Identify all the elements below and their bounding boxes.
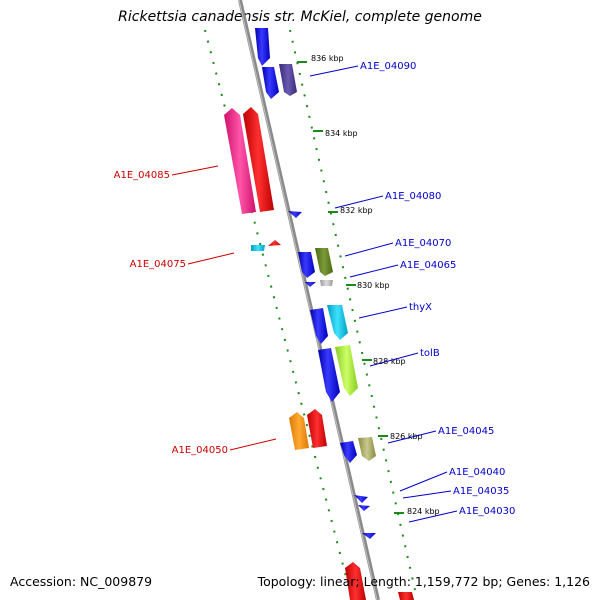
gene-arrow-forward[interactable] — [358, 505, 370, 511]
leader-line — [344, 242, 394, 257]
gene-arrow-forward[interactable] — [315, 248, 333, 276]
leader-line — [334, 195, 384, 209]
gene-arrow-forward[interactable] — [262, 67, 279, 99]
gene-arrow-reverse[interactable] — [289, 412, 309, 450]
gene-arrow-forward[interactable] — [305, 282, 316, 287]
gene-arrow-reverse[interactable] — [307, 409, 327, 448]
leader-line — [171, 165, 219, 176]
gene-arrow-forward[interactable] — [335, 345, 358, 396]
scale-label: 824 kbp — [407, 507, 440, 516]
leader-line — [349, 264, 399, 278]
leader-line — [402, 490, 452, 499]
accession-text: Accession: NC_009879 — [10, 574, 153, 589]
gene-arrow-forward[interactable] — [298, 252, 315, 278]
genome-title: Rickettsia canadensis str. McKiel, compl… — [118, 9, 482, 25]
gene-arrow-forward[interactable] — [279, 64, 297, 96]
gene-arrow-forward[interactable] — [340, 441, 357, 463]
track-boundary-right-outer — [289, 29, 416, 591]
gene-arrow-reverse[interactable] — [345, 562, 366, 600]
scale-label: 836 kbp — [311, 54, 344, 63]
gene-arrow-forward[interactable] — [288, 211, 302, 218]
gene-label-forward[interactable]: A1E_04080 — [385, 191, 441, 202]
gene-label-reverse[interactable]: A1E_04050 — [172, 445, 228, 456]
gene-arrow-forward[interactable] — [318, 348, 340, 402]
gene-arrow-reverse[interactable] — [398, 592, 414, 600]
gene-label-forward[interactable]: A1E_04035 — [453, 486, 509, 497]
gene-label-forward[interactable]: A1E_04045 — [438, 426, 494, 437]
genome-stats-text: Topology: linear; Length: 1,159,772 bp; … — [257, 574, 590, 589]
leader-line — [399, 471, 448, 492]
gene-arrow-forward[interactable] — [354, 495, 368, 503]
leader-line — [387, 430, 437, 444]
leader-line — [229, 438, 277, 451]
gene-arrow-reverse[interactable] — [243, 107, 274, 212]
leader-line — [358, 306, 408, 319]
leader-line — [187, 252, 235, 265]
gene-arrow-forward[interactable] — [327, 305, 348, 340]
gene-label-forward[interactable]: A1E_04030 — [459, 506, 515, 517]
gene-arrow-forward[interactable] — [310, 308, 328, 344]
gene-arrow-reverse[interactable] — [268, 240, 281, 246]
gene-arrow-forward[interactable] — [320, 280, 333, 286]
scale-label: 826 kbp — [390, 432, 423, 441]
gene-arrow-reverse[interactable] — [224, 108, 256, 214]
leader-line — [408, 510, 458, 523]
genome-backbone-highlight — [238, 0, 378, 600]
gene-label-forward[interactable]: A1E_04040 — [449, 467, 505, 478]
gene-arrow-reverse[interactable] — [251, 245, 265, 251]
gene-label-reverse[interactable]: A1E_04085 — [114, 170, 170, 181]
gene-label-forward[interactable]: A1E_04065 — [400, 260, 456, 271]
gene-label-forward[interactable]: thyX — [409, 302, 432, 313]
leader-line — [369, 352, 419, 367]
gene-label-forward[interactable]: tolB — [420, 348, 440, 359]
leader-line — [309, 65, 359, 77]
scale-label: 830 kbp — [357, 281, 390, 290]
scale-label: 828 kbp — [373, 357, 406, 366]
gene-arrow-forward[interactable] — [358, 437, 376, 461]
gene-label-reverse[interactable]: A1E_04075 — [130, 259, 186, 270]
gene-label-forward[interactable]: A1E_04070 — [395, 238, 451, 249]
genome-backbone — [238, 0, 380, 600]
gene-label-forward[interactable]: A1E_04090 — [360, 61, 416, 72]
gene-arrow-forward[interactable] — [362, 533, 376, 539]
gene-arrow-forward[interactable] — [255, 28, 270, 66]
scale-label: 832 kbp — [340, 206, 373, 215]
scale-label: 834 kbp — [325, 129, 358, 138]
